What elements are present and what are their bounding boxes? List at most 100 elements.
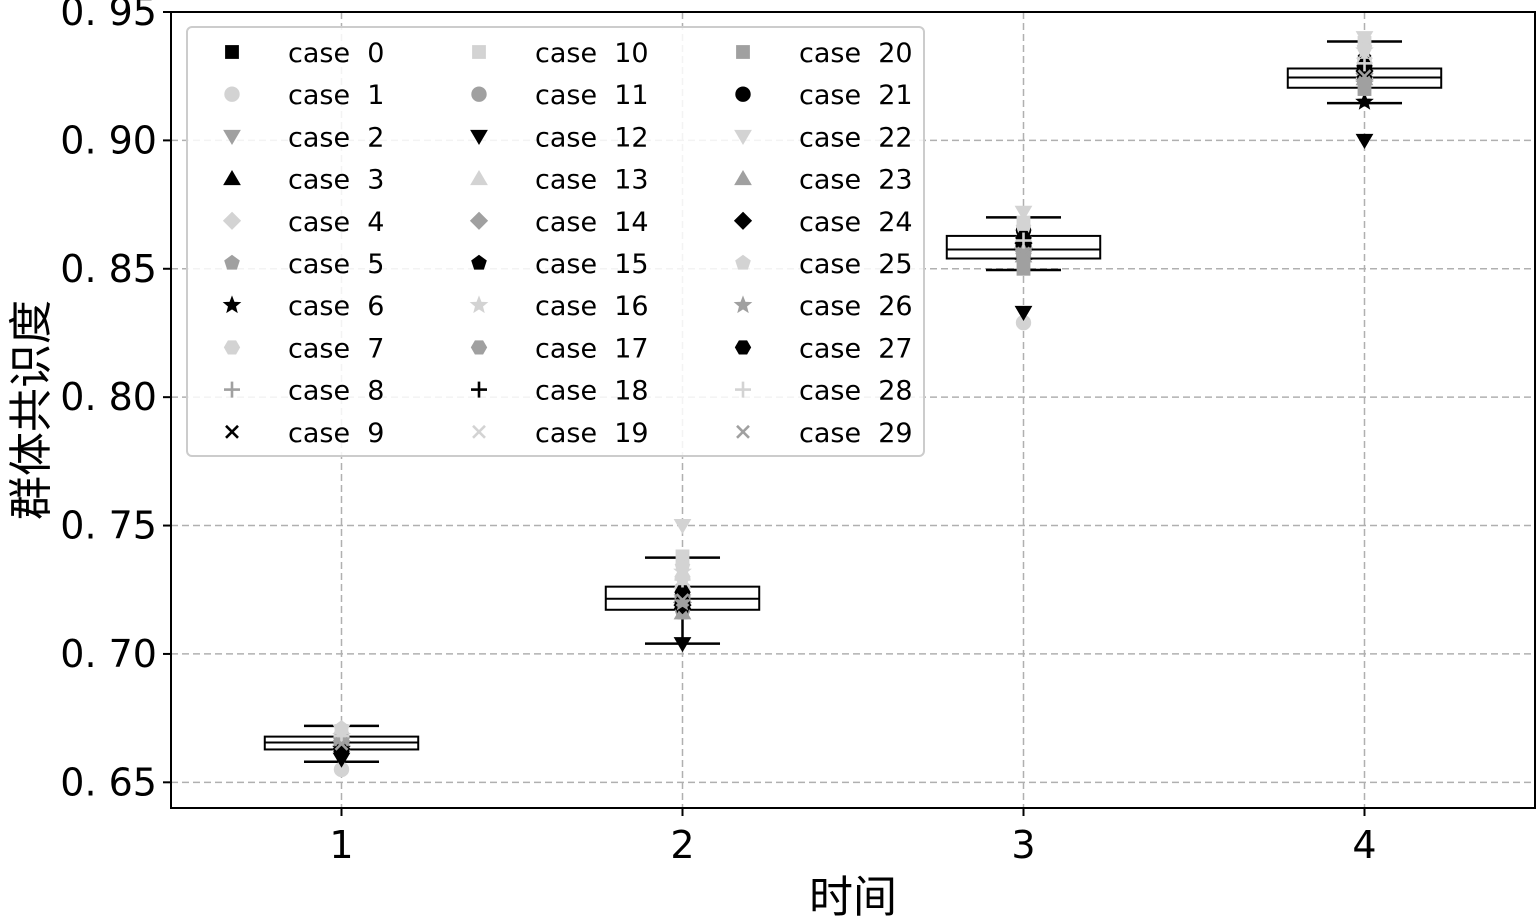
legend-label: case 22 (799, 122, 913, 153)
legend-label: case 25 (799, 249, 913, 280)
legend-item: case 23 (734, 165, 913, 196)
legend-label: case 11 (535, 80, 649, 111)
legend-marker (224, 254, 240, 270)
legend-label: case 7 (288, 333, 384, 364)
legend-label: case 21 (799, 80, 913, 111)
y-tick-label: 0. 90 (60, 118, 157, 162)
legend-marker (734, 129, 752, 145)
legend-label: case 27 (799, 333, 913, 364)
legend-marker (470, 340, 488, 355)
legend-item: case 4 (222, 207, 384, 238)
legend-item: case 16 (469, 291, 649, 322)
data-point (673, 637, 692, 653)
data-point (334, 736, 349, 751)
legend-label: case 3 (288, 165, 384, 196)
legend-item: case 24 (733, 207, 913, 238)
legend-item: case 15 (471, 249, 649, 280)
y-axis-label: 群体共识度 (6, 300, 57, 520)
legend-label: case 1 (288, 80, 384, 111)
y-tick-label: 0. 65 (60, 760, 157, 804)
data-point (674, 571, 691, 588)
legend: case 0 case 1 case 2 case 3 case 4 case 5 case… (186, 26, 925, 457)
legend-marker (472, 45, 486, 59)
legend-marker (735, 381, 751, 398)
legend-label: case 5 (288, 249, 384, 280)
legend-item: case 10 (472, 38, 649, 69)
legend-marker (733, 211, 753, 230)
data-point (1355, 133, 1374, 149)
legend-item: case 2 (223, 122, 384, 153)
legend-label: case 8 (288, 376, 384, 407)
data-point (1014, 305, 1033, 322)
data-point (673, 519, 692, 535)
plot-frame (170, 11, 1536, 809)
legend-marker (223, 340, 241, 355)
legend-item: case 28 (735, 376, 913, 407)
y-tick-label: 0. 80 (60, 375, 157, 419)
legend-label: case 0 (288, 38, 384, 69)
data-point (1015, 232, 1032, 249)
x-tick-label: 2 (670, 823, 694, 867)
legend-label: case 16 (535, 291, 649, 322)
y-tick-label: 0. 75 (60, 504, 157, 548)
legend-label: case 28 (799, 376, 913, 407)
legend-marker (223, 170, 241, 186)
legend-marker (471, 86, 487, 102)
y-tick-label: 0. 70 (60, 632, 157, 676)
legend-item: case 3 (223, 165, 384, 196)
legend-label: case 24 (799, 207, 913, 238)
legend-marker (733, 295, 753, 314)
legend-marker (225, 424, 239, 439)
x-tick-label: 1 (329, 823, 353, 867)
legend-marker (471, 254, 487, 270)
legend-marker (223, 129, 241, 145)
x-tick-label: 3 (1011, 823, 1035, 867)
legend-label: case 23 (799, 165, 913, 196)
legend-marker (222, 295, 242, 314)
legend-item: case 20 (736, 38, 913, 69)
legend-marker (222, 211, 242, 230)
legend-item: case 18 (471, 376, 649, 407)
legend-marker (470, 170, 488, 186)
data-point (674, 585, 691, 600)
y-tick-label: 0. 95 (60, 0, 157, 34)
legend-item: case 25 (735, 249, 913, 280)
legend-item: case 9 (225, 418, 384, 449)
y-tick-label: 0. 85 (60, 247, 157, 291)
legend-label: case 18 (535, 376, 649, 407)
data-point (1356, 55, 1373, 72)
x-tick-label: 4 (1352, 823, 1376, 867)
legend-item: case 11 (471, 80, 649, 111)
legend-marker (472, 424, 486, 439)
legend-item: case 12 (470, 122, 649, 153)
legend-item: case 26 (733, 291, 913, 322)
box-plots (263, 40, 1443, 764)
legend-item: case 1 (224, 80, 384, 111)
legend-label: case 15 (535, 249, 649, 280)
legend-item: case 17 (470, 333, 649, 364)
legend-label: case 17 (535, 333, 649, 364)
legend-label: case 10 (535, 38, 649, 69)
legend-item: case 7 (223, 333, 384, 364)
legend-label: case 19 (535, 418, 649, 449)
legend-label: case 2 (288, 122, 384, 153)
legend-marker (736, 424, 750, 439)
data-point (1355, 31, 1374, 47)
data-point (333, 744, 350, 759)
legend-label: case 13 (535, 165, 649, 196)
legend-marker (735, 86, 751, 102)
legend-item: case 5 (224, 249, 384, 280)
data-points (332, 31, 1374, 778)
data-point (1355, 92, 1374, 110)
legend-item: case 22 (734, 122, 913, 153)
legend-item: case 29 (736, 418, 913, 449)
legend-label: case 9 (288, 418, 384, 449)
legend-label: case 14 (535, 207, 649, 238)
legend-label: case 20 (799, 38, 913, 69)
legend-label: case 4 (288, 207, 384, 238)
legend-item: case 13 (470, 165, 649, 196)
y-axis-ticks: 0. 65 0. 70 0. 75 0. 80 0. 85 0. 90 0. 95 (60, 0, 171, 804)
legend-item: case 14 (469, 207, 649, 238)
legend-marker (225, 45, 239, 59)
data-point (1357, 69, 1372, 84)
